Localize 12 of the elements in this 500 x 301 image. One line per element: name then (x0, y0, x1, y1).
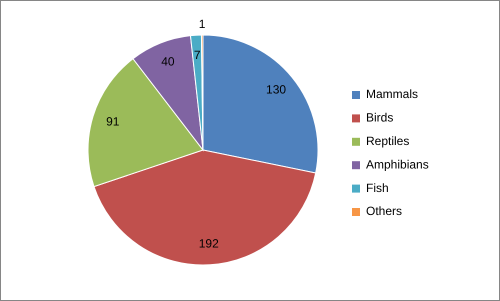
data-label: 7 (194, 48, 201, 62)
legend-label: Mammals (366, 87, 418, 102)
data-label: 1 (198, 17, 206, 32)
data-label: 130 (266, 82, 286, 97)
data-label: 192 (198, 236, 220, 250)
legend-label: Birds (366, 110, 394, 125)
data-label: 91 (106, 114, 120, 129)
legend-label: Fish (366, 180, 389, 195)
legend-label: Amphibians (366, 157, 429, 172)
data-label: 40 (161, 54, 175, 69)
legend-label: Others (366, 204, 402, 218)
legend-label: Reptiles (366, 134, 410, 148)
